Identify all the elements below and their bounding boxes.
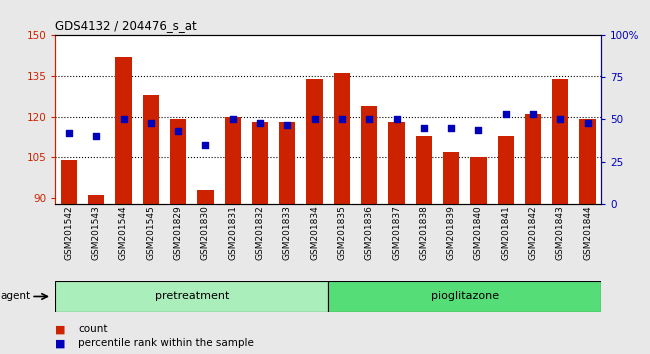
Bar xyxy=(279,122,296,204)
Bar xyxy=(552,79,569,204)
Point xyxy=(146,120,156,126)
Bar xyxy=(252,122,268,204)
Point xyxy=(200,142,211,148)
Bar xyxy=(88,195,105,204)
Bar xyxy=(361,106,378,204)
Bar xyxy=(328,281,601,312)
Point xyxy=(309,117,320,122)
Bar xyxy=(333,73,350,204)
Text: agent: agent xyxy=(1,291,31,302)
Bar xyxy=(470,158,487,204)
Text: ■: ■ xyxy=(55,338,66,348)
Point xyxy=(282,122,293,127)
Point xyxy=(173,129,183,134)
Text: GDS4132 / 204476_s_at: GDS4132 / 204476_s_at xyxy=(55,19,197,32)
Point xyxy=(528,112,538,117)
Bar xyxy=(497,136,514,204)
Point xyxy=(91,133,101,139)
Bar xyxy=(306,79,323,204)
Point xyxy=(364,117,374,122)
Bar xyxy=(415,136,432,204)
Point xyxy=(337,117,347,122)
Point xyxy=(255,120,265,126)
Bar xyxy=(525,114,541,204)
Text: pioglitazone: pioglitazone xyxy=(431,291,499,302)
Bar xyxy=(60,160,77,204)
Point xyxy=(118,117,129,122)
Bar xyxy=(115,57,132,204)
Point xyxy=(555,117,566,122)
Point xyxy=(227,117,238,122)
Point xyxy=(446,125,456,131)
Text: pretreatment: pretreatment xyxy=(155,291,229,302)
Bar xyxy=(443,152,460,204)
Text: ■: ■ xyxy=(55,324,66,334)
Point xyxy=(64,130,74,136)
Point xyxy=(582,120,593,126)
Text: percentile rank within the sample: percentile rank within the sample xyxy=(78,338,254,348)
Point xyxy=(391,117,402,122)
Bar xyxy=(142,95,159,204)
Point xyxy=(473,127,484,132)
Point xyxy=(500,112,511,117)
Point xyxy=(419,125,429,131)
Bar xyxy=(388,122,405,204)
Bar xyxy=(170,120,187,204)
Text: count: count xyxy=(78,324,107,334)
Bar xyxy=(224,117,241,204)
Bar xyxy=(197,190,214,204)
Bar xyxy=(55,281,328,312)
Bar xyxy=(579,120,596,204)
